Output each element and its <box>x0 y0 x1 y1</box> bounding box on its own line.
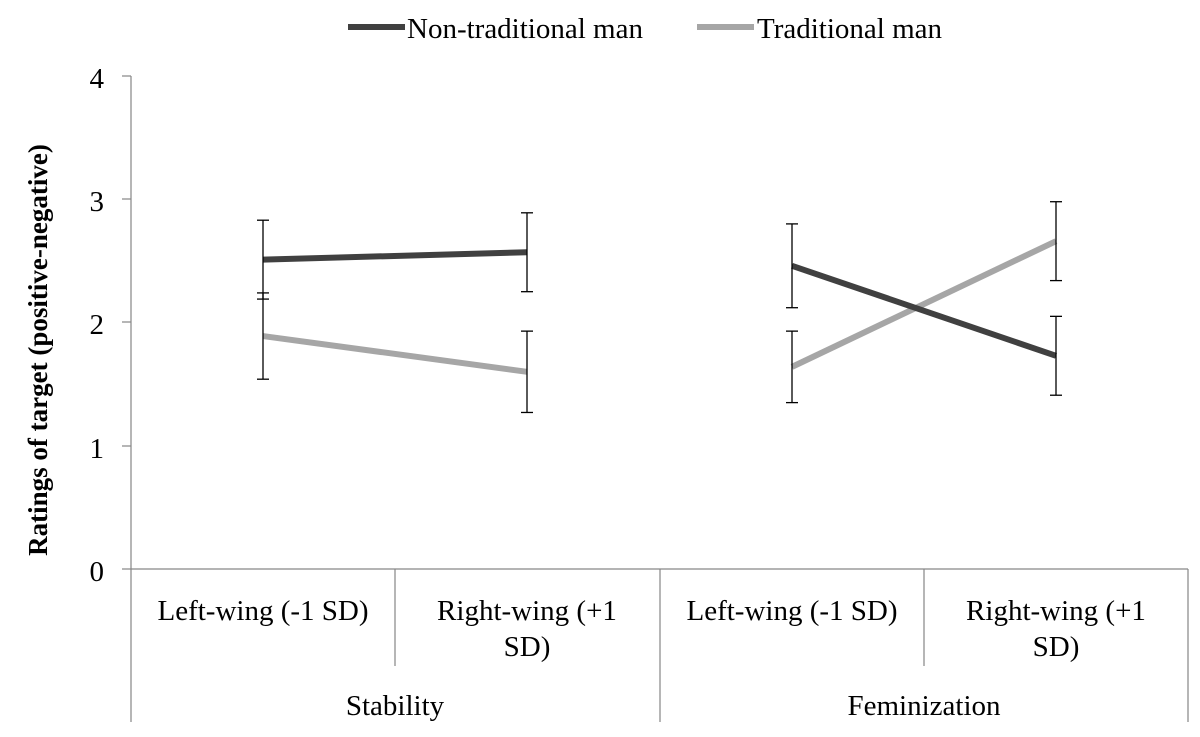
x-group-label-feminization: Feminization <box>847 690 1001 722</box>
x-group-labels: Stability Feminization <box>346 690 1001 722</box>
error-bar-non-traditional-man-3 <box>1050 315 1062 396</box>
x-category-labels: Left-wing (-1 SD) Right-wing (+1 SD) Lef… <box>157 595 1145 663</box>
y-tick-label-3: 3 <box>90 186 105 218</box>
legend-label-traditional: Traditional man <box>757 13 943 45</box>
x-category-label-2-line-1: Right-wing (+1 <box>437 595 617 627</box>
y-tick-labels: 0 1 2 3 4 <box>90 63 105 588</box>
y-tick-label-0: 0 <box>90 556 105 588</box>
error-bar-traditional-man-0 <box>257 292 269 380</box>
x-group-label-stability: Stability <box>346 690 445 722</box>
x-category-label-4-line-1: Right-wing (+1 <box>966 595 1146 627</box>
error-bar-traditional-man-3 <box>1050 201 1062 282</box>
series-line-traditional-man-feminization <box>790 238 1058 370</box>
y-tick-label-4: 4 <box>90 63 105 95</box>
y-tick-label-1: 1 <box>90 433 105 465</box>
series-line-non-traditional-man-stability <box>262 249 528 263</box>
series-line-traditional-man-stability <box>262 333 528 375</box>
y-axis-title: Ratings of target (positive-negative) <box>23 144 53 556</box>
x-category-label-2-line-2: SD) <box>504 631 551 663</box>
series-line-non-traditional-man-feminization <box>791 262 1057 359</box>
x-category-label-3: Left-wing (-1 SD) <box>686 595 897 627</box>
x-category-label-4-line-2: SD) <box>1033 631 1080 663</box>
y-tick-label-2: 2 <box>90 309 105 341</box>
axes <box>122 75 1189 722</box>
x-category-label-1: Left-wing (-1 SD) <box>157 595 368 627</box>
legend: Non-traditional man Traditional man <box>348 13 943 45</box>
legend-label-non-traditional: Non-traditional man <box>407 13 643 45</box>
plot-area <box>257 201 1062 414</box>
error-bar-traditional-man-1 <box>521 330 533 414</box>
error-bar-traditional-man-2 <box>786 330 798 404</box>
error-bar-non-traditional-man-1 <box>521 212 533 293</box>
error-bar-non-traditional-man-2 <box>786 223 798 309</box>
